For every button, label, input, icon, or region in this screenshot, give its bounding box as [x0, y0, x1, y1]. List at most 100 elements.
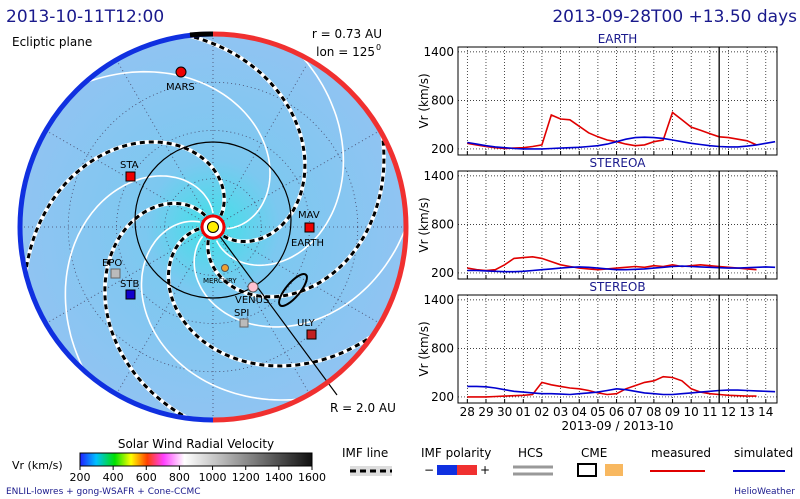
x-tick-label: 05: [590, 405, 605, 419]
x-tick-label: 10: [684, 405, 699, 419]
x-tick-label: 28: [460, 405, 475, 419]
y-tick-label: 1400: [423, 169, 454, 183]
chart-title: EARTH: [598, 32, 638, 46]
legend-symbol: [437, 465, 457, 475]
body-label: EPO: [102, 258, 122, 269]
y-axis-label: Vr (km/s): [417, 73, 431, 128]
field-line: [64, 175, 326, 420]
legend-label: CME: [581, 446, 607, 460]
body-label: MARS: [166, 82, 195, 93]
body-label: EARTH: [291, 238, 324, 249]
polar-grid: [212, 130, 381, 228]
body-label: STB: [120, 279, 139, 290]
chart-title: STEREOB: [589, 280, 645, 294]
stb-marker: [125, 289, 136, 300]
y-tick-label: 200: [431, 266, 454, 280]
colorbar: Solar Wind Radial Velocity Vr (km/s) 200…: [12, 437, 326, 484]
x-tick-label: 14: [758, 405, 773, 419]
imf-line: [167, 82, 406, 368]
line-chart: STEREOA Vr (km/s)200 800 1400: [417, 156, 778, 280]
epo-marker: [110, 268, 121, 279]
body-label: MAV: [298, 210, 320, 221]
y-tick-label: 200: [431, 142, 454, 156]
legend-label: IMF polarity: [421, 446, 491, 460]
x-tick-label: 30: [497, 405, 512, 419]
footer-left: ENLIL-lowres + gong-WSAFR + Cone-CCMC: [6, 487, 201, 497]
x-tick-label: 03: [553, 405, 568, 419]
series-line: [467, 136, 776, 150]
legend-symbol: [577, 463, 597, 477]
x-tick-label: 04: [572, 405, 587, 419]
x-tick-label: 12: [721, 405, 736, 419]
colorbar-tick-label: 200: [70, 471, 91, 484]
polar-grid: [212, 59, 310, 228]
y-tick-label: 800: [431, 93, 454, 107]
plot-frame: [457, 170, 778, 280]
mercury-marker: [221, 264, 229, 272]
series-line: [467, 265, 776, 273]
x-tick-label: 07: [628, 405, 643, 419]
mav-marker: [304, 222, 315, 233]
lon-info: lon = 125: [316, 45, 375, 59]
colorbar-tick-label: 1600: [298, 471, 326, 484]
view-line: [212, 226, 338, 396]
right-title: 2013-09-28T00 +13.50 days: [552, 7, 797, 27]
polar-grid: [45, 226, 214, 324]
mars-marker: [175, 66, 187, 78]
series-line: [467, 255, 757, 272]
x-tick-label: 01: [516, 405, 531, 419]
x-tick-label: 08: [646, 405, 661, 419]
legend-symbol: [605, 464, 623, 476]
series-line: [467, 385, 776, 396]
venus-marker: [247, 281, 259, 293]
x-tick-label: 06: [609, 405, 624, 419]
range-label: R = 2.0 AU: [330, 401, 396, 415]
spi-marker: [239, 318, 249, 328]
body-label: SPI: [234, 308, 249, 319]
spirals: [20, 34, 406, 420]
y-tick-label: 1400: [423, 293, 454, 307]
plot-frame: [457, 294, 778, 404]
rim-negative: [17, 31, 214, 423]
line-chart: STEREOB Vr (km/s) 28 29 30 01 02 03 04 05 06 07 08 09…: [417, 280, 778, 433]
x-tick-label: 09: [665, 405, 680, 419]
rim-positive: [212, 31, 409, 423]
chart-title: STEREOA: [590, 156, 647, 170]
body-label: MERCURY: [203, 277, 237, 285]
uly-marker: [306, 329, 317, 340]
y-tick-label: 1400: [423, 45, 454, 59]
imf-line: [192, 34, 386, 299]
cme-outline: [278, 273, 308, 307]
colorbar-tick-label: 600: [136, 471, 157, 484]
colorbar-title: Solar Wind Radial Velocity: [118, 437, 274, 451]
x-axis-label: 2013-09 / 2013-10: [562, 419, 674, 433]
colorbar-tick-label: 1200: [232, 471, 260, 484]
plot-frame: [457, 46, 778, 156]
field-line: [39, 34, 345, 267]
colorbar-tick-label: 1000: [199, 471, 227, 484]
y-axis-label: Vr (km/s): [417, 321, 431, 376]
lon-sup: 0: [376, 43, 381, 52]
y-tick-label: 800: [431, 217, 454, 231]
sta-marker: [125, 171, 136, 182]
y-tick-label: 800: [431, 341, 454, 355]
rim-hcs: [189, 31, 214, 38]
imf-line: [103, 201, 406, 420]
y-tick-label: 200: [431, 390, 454, 404]
line-chart: EARTH Vr (km/s)200 800 1400: [417, 32, 778, 156]
footer-right: HelioWeather: [734, 487, 795, 497]
x-tick-label: 29: [478, 405, 493, 419]
colorbar-bar: [79, 452, 313, 467]
colorbar-tick-label: 1400: [265, 471, 293, 484]
colorbar-tick-label: 800: [169, 471, 190, 484]
legend-label: IMF line: [342, 446, 388, 460]
legend-label: measured: [651, 446, 711, 460]
radius-info: r = 0.73 AU: [312, 27, 382, 41]
sun: [207, 221, 219, 233]
body-label: VENUS: [235, 295, 269, 306]
legend: IMF line IMF polarity − + HCS CME measur…: [342, 446, 793, 477]
polar-plot: MARS STA MAV EARTH EPO STB MERCURY VENUS…: [12, 27, 409, 423]
field-line: [20, 70, 271, 311]
x-tick-label: 02: [534, 405, 549, 419]
